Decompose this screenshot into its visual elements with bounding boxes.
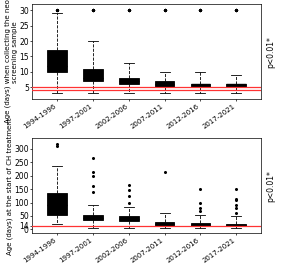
PathPatch shape <box>190 223 210 226</box>
PathPatch shape <box>155 222 174 226</box>
PathPatch shape <box>226 84 246 87</box>
PathPatch shape <box>119 216 139 221</box>
Y-axis label: Age (days) at the start of CH treatment: Age (days) at the start of CH treatment <box>6 117 13 255</box>
Text: p<0.01*: p<0.01* <box>266 170 275 202</box>
PathPatch shape <box>155 81 174 87</box>
PathPatch shape <box>119 78 139 84</box>
PathPatch shape <box>47 193 67 215</box>
Text: p<0.01*: p<0.01* <box>266 36 275 68</box>
PathPatch shape <box>190 84 210 87</box>
PathPatch shape <box>83 215 103 220</box>
PathPatch shape <box>47 50 67 72</box>
PathPatch shape <box>83 69 103 81</box>
PathPatch shape <box>226 224 246 226</box>
Y-axis label: Age (days) when collecting the neonatal
screening sample: Age (days) when collecting the neonatal … <box>4 0 18 123</box>
